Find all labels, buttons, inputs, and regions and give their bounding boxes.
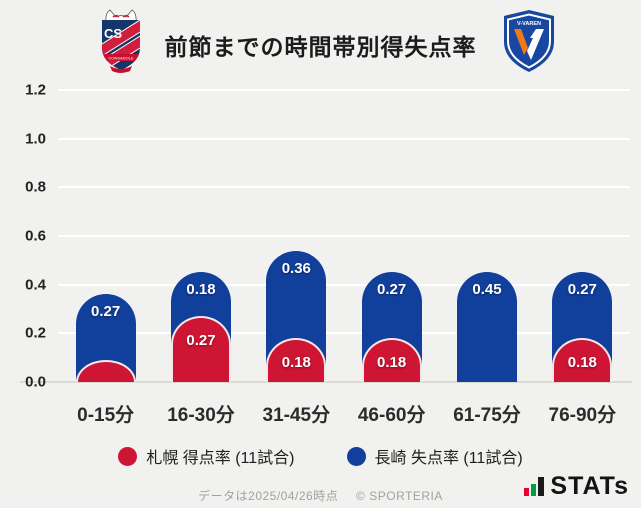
sapporo-bar-value-label: 0.18 — [281, 354, 311, 371]
legend-label: 長崎 失点率 (11試合) — [374, 450, 523, 467]
nagasaki-bar-value-label: 0.18 — [186, 281, 216, 298]
chart-title: 前節までの時間帯別得失点率 — [164, 34, 477, 60]
x-axis-baseline — [20, 381, 632, 383]
nagasaki-bar-value-label: 0.36 — [281, 260, 311, 277]
nagasaki-bar-value-label: 0.45 — [472, 281, 502, 298]
nagasaki-bar-value-label: 0.27 — [567, 281, 597, 298]
bar-group: 0.27 — [58, 90, 153, 382]
stats-logo-red-bar — [524, 488, 530, 496]
nagasaki-conceded-bar: 0.45 — [456, 272, 517, 382]
y-tick-label: 0.0 — [25, 373, 46, 391]
y-tick-label: 0.4 — [25, 276, 46, 294]
sapporo-bar-value-label: 0.27 — [186, 332, 216, 349]
legend-label: 札幌 得点率 (11試合) — [146, 450, 295, 467]
gridline — [58, 186, 630, 189]
sapporo-scored-bar: 0.18 — [361, 338, 422, 382]
stats-logo-green-bar — [531, 484, 537, 496]
y-tick-label: 1.2 — [25, 81, 46, 99]
legend-dot-icon — [346, 446, 366, 466]
legend: 札幌 得点率 (11試合) 長崎 失点率 (11試合) — [0, 444, 641, 468]
data-date-note: データは2025/04/26時点 — [198, 489, 339, 503]
bar-groups: 0.27 0.18 0.27 0.36 0.18 0.27 0.18 0.45 0.27 0.18 — [58, 90, 630, 382]
stats-brand-logo: STATs — [516, 474, 629, 499]
x-axis-labels: 0-15分 16-30分 31-45分 46-60分 61-75分 76-90分 — [58, 400, 630, 426]
y-tick-label: 0.8 — [25, 178, 46, 196]
svg-text:CONSADOLE: CONSADOLE — [108, 56, 133, 61]
gridline — [58, 235, 630, 237]
x-tick-label: 31-45分 — [262, 405, 331, 426]
bar-group: 0.27 0.18 — [535, 90, 630, 382]
stats-brand-text: STATs — [550, 472, 629, 500]
legend-item: 札幌 得点率 (11試合) — [118, 444, 295, 468]
y-tick-label: 1.0 — [25, 130, 46, 148]
copyright-text: © SPORTERIA — [356, 489, 443, 503]
bar-group: 0.18 0.27 — [153, 90, 248, 382]
x-tick-label: 0-15分 — [77, 405, 135, 426]
legend-dot-icon — [118, 446, 138, 466]
sapporo-bar-value-label: 0.18 — [377, 354, 407, 371]
x-tick-label: 46-60分 — [357, 405, 426, 426]
sapporo-bar-value-label: 0.18 — [567, 354, 597, 371]
y-tick-label: 0.6 — [25, 227, 46, 245]
nagasaki-bar-value-label: 0.27 — [377, 281, 407, 298]
data-source-note: データは2025/04/26時点 © SPORTERIA — [0, 487, 641, 504]
legend-item: 長崎 失点率 (11試合) — [346, 444, 523, 468]
sapporo-scored-bar: 0.18 — [266, 338, 327, 382]
sapporo-scored-bar: 0.27 — [170, 316, 231, 382]
gridline — [58, 332, 630, 335]
plot-area: 0.0 0.2 0.4 0.6 0.8 1.0 1.2 0.27 0.18 0.27 0.36 0.1… — [20, 83, 632, 390]
consadole-sapporo-crest-icon: CONSADOLE CS — [102, 9, 140, 73]
nagasaki-bar-value-label: 0.27 — [91, 303, 121, 320]
gridline — [58, 89, 630, 91]
stats-logo-dark-bar — [538, 477, 545, 496]
v-varen-nagasaki-crest-icon: V-VAREN — [504, 10, 554, 72]
svg-text:V-VAREN: V-VAREN — [517, 21, 541, 27]
svg-text:CS: CS — [104, 26, 122, 41]
sapporo-scored-bar: 0.18 — [552, 338, 613, 382]
bar-group: 0.36 0.18 — [249, 90, 344, 382]
bar-chart-icon — [524, 477, 545, 499]
x-tick-label: 16-30分 — [167, 405, 235, 426]
gridline — [58, 283, 630, 286]
x-tick-label: 61-75分 — [453, 405, 521, 426]
bar-group: 0.27 0.18 — [344, 90, 439, 382]
y-tick-label: 0.2 — [25, 324, 46, 342]
bar-group: 0.45 — [439, 90, 534, 382]
x-tick-label: 76-90分 — [548, 405, 617, 426]
gridline — [58, 137, 630, 140]
